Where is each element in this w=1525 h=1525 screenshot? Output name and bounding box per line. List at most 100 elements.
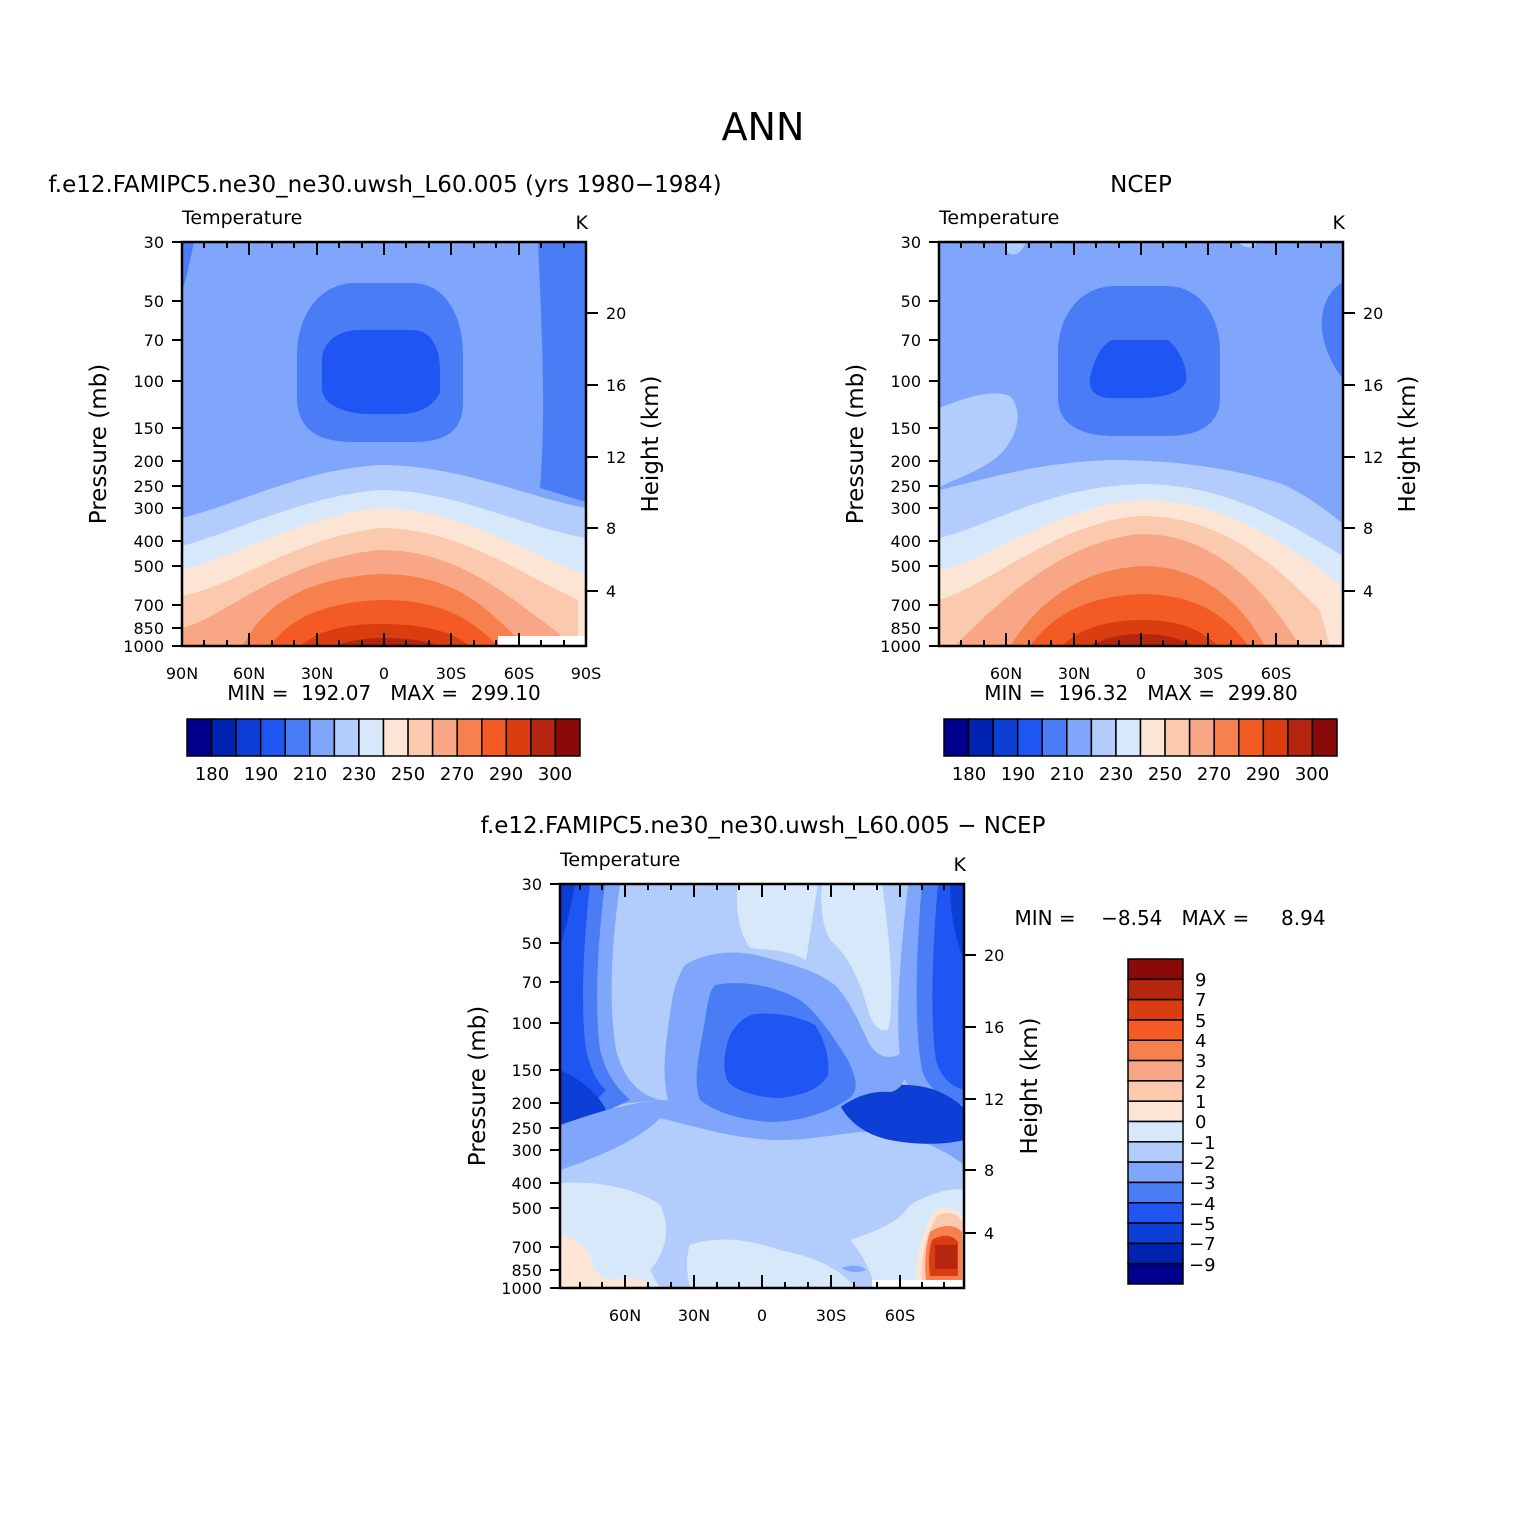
colorbar-swatch (1016, 718, 1043, 757)
colorbar-label: 7 (1195, 990, 1206, 1011)
colorbar-swatch (505, 718, 532, 757)
colorbar-swatch (530, 718, 557, 757)
colorbar-label: 2 (1195, 1072, 1206, 1093)
y-tick-label: 400 (511, 1174, 542, 1193)
contour-band (538, 242, 586, 502)
y-right-tick-label: 20 (1363, 304, 1383, 323)
x-tick-label: 30N (301, 664, 333, 683)
panel-obs-units: K (1333, 212, 1346, 234)
contour-band (838, 1084, 964, 1144)
colorbar-swatch (210, 718, 237, 757)
y-tick-labels-obs: 30 50 70 100 150 200 250 300 400 500 700… (880, 233, 921, 656)
colorbar-label: 210 (293, 764, 327, 785)
colorbar-label: 4 (1195, 1031, 1206, 1052)
colorbar-swatch (1127, 978, 1184, 1001)
ticks-obs (929, 241, 1355, 647)
y-tick-labels-model: 30 50 70 100 150 200 250 300 400 500 700… (123, 233, 164, 656)
contour-band (724, 1013, 829, 1098)
y-tick-label: 500 (890, 557, 921, 576)
x-tick-label: 0 (1136, 664, 1146, 683)
colorbar-label: −4 (1189, 1194, 1216, 1215)
y-tick-label: 250 (890, 477, 921, 496)
y-tick-label: 200 (133, 452, 164, 471)
colorbar-swatch (1127, 1080, 1184, 1102)
x-tick-label: 0 (757, 1306, 767, 1325)
y-right-tick-label: 20 (984, 946, 1004, 965)
y-right-tick-label: 16 (1363, 376, 1383, 395)
colorbar-swatch (1041, 718, 1068, 757)
y-right-tick-label: 8 (606, 519, 616, 538)
contour-field-diff (560, 884, 964, 1288)
y-axis-label-diff: Pressure (mb) (465, 1006, 491, 1166)
colorbar-swatch (1164, 718, 1191, 757)
colorbar-label: 180 (952, 764, 986, 785)
colorbar-label: 290 (489, 764, 523, 785)
colorbar-label: 210 (1050, 764, 1084, 785)
colorbar-swatch (992, 718, 1019, 757)
colorbar-label: 180 (195, 764, 229, 785)
colorbar-label: −5 (1189, 1214, 1216, 1235)
panel-model-title: f.e12.FAMIPC5.ne30_ne30.uwsh_L60.005 (yr… (48, 172, 721, 198)
y-tick-label: 700 (890, 596, 921, 615)
contour-band (821, 884, 892, 1031)
colorbar-label: 270 (440, 764, 474, 785)
panel-model: f.e12.FAMIPC5.ne30_ne30.uwsh_L60.005 (yr… (48, 172, 721, 785)
panel-obs: NCEP Temperature K (843, 172, 1421, 785)
colorbar-swatch (1262, 718, 1289, 757)
y-tick-label: 250 (133, 477, 164, 496)
x-tick-label: 60N (990, 664, 1022, 683)
colorbar-label: 3 (1195, 1051, 1206, 1072)
y-tick-label: 1000 (123, 637, 164, 656)
x-tick-label: 30N (1058, 664, 1090, 683)
y-right-tick-label: 8 (1363, 519, 1373, 538)
ticks-model (172, 241, 598, 647)
y-right-tick-label: 4 (1363, 582, 1373, 601)
colorbar-swatch (1127, 1059, 1184, 1082)
y-right-tick-label: 4 (984, 1224, 994, 1243)
y-tick-label: 50 (144, 292, 164, 311)
contour-field-obs (939, 242, 1343, 646)
colorbar-swatch (554, 718, 581, 757)
y-tick-label: 30 (901, 233, 921, 252)
contour-field-model (182, 242, 586, 646)
x-tick-label: 0 (379, 664, 389, 683)
contour-band (842, 1265, 866, 1273)
contour-band (182, 242, 194, 290)
x-tick-label: 30S (436, 664, 467, 683)
y-tick-label: 100 (890, 372, 921, 391)
y-right-tick-labels-obs: 20 16 12 8 4 (1363, 304, 1383, 601)
colorbar-swatch (1127, 1222, 1184, 1245)
colorbar-swatch (235, 718, 262, 757)
y-right-axis-label-obs: Height (km) (1395, 375, 1421, 512)
colorbar-swatch (1127, 1242, 1184, 1265)
stats-obs: MIN = 196.32 MAX = 299.80 (984, 681, 1297, 705)
y-right-tick-label: 16 (984, 1018, 1004, 1037)
colorbar-swatch (1115, 718, 1142, 757)
colorbar-swatch (1127, 1202, 1184, 1224)
y-right-tick-label: 12 (984, 1090, 1004, 1109)
y-tick-label: 300 (133, 499, 164, 518)
y-tick-label: 400 (890, 532, 921, 551)
colorbar-label: 290 (1246, 764, 1280, 785)
panel-diff: f.e12.FAMIPC5.ne30_ne30.uwsh_L60.005 − N… (465, 813, 1326, 1325)
y-tick-label: 850 (511, 1261, 542, 1280)
colorbar-swatch (431, 718, 458, 757)
contour-band (939, 393, 1018, 488)
panel-diff-subtitle: Temperature (559, 849, 680, 871)
x-tick-label: 30N (678, 1306, 710, 1325)
y-right-tick-labels-diff: 20 16 12 8 4 (984, 946, 1004, 1243)
colorbar-swatch (358, 718, 385, 757)
contour-band (935, 1245, 957, 1269)
y-right-axis-label-diff: Height (km) (1017, 1017, 1043, 1154)
colorbar-swatch (309, 718, 336, 757)
y-tick-label: 100 (511, 1014, 542, 1033)
colorbar-diff: 9 7 5 4 3 2 1 0 −1 −2 −3 −4 −5 −7 −9 (1127, 958, 1216, 1285)
y-right-tick-label: 16 (606, 376, 626, 395)
x-tick-labels-diff: 60N 30N 0 30S 60S (609, 1306, 915, 1325)
panel-diff-title: f.e12.FAMIPC5.ne30_ne30.uwsh_L60.005 − N… (481, 813, 1046, 839)
colorbar-label: −1 (1189, 1133, 1216, 1154)
y-tick-label: 70 (522, 973, 542, 992)
colorbar-swatch (333, 718, 360, 757)
x-tick-label: 60S (885, 1306, 916, 1325)
